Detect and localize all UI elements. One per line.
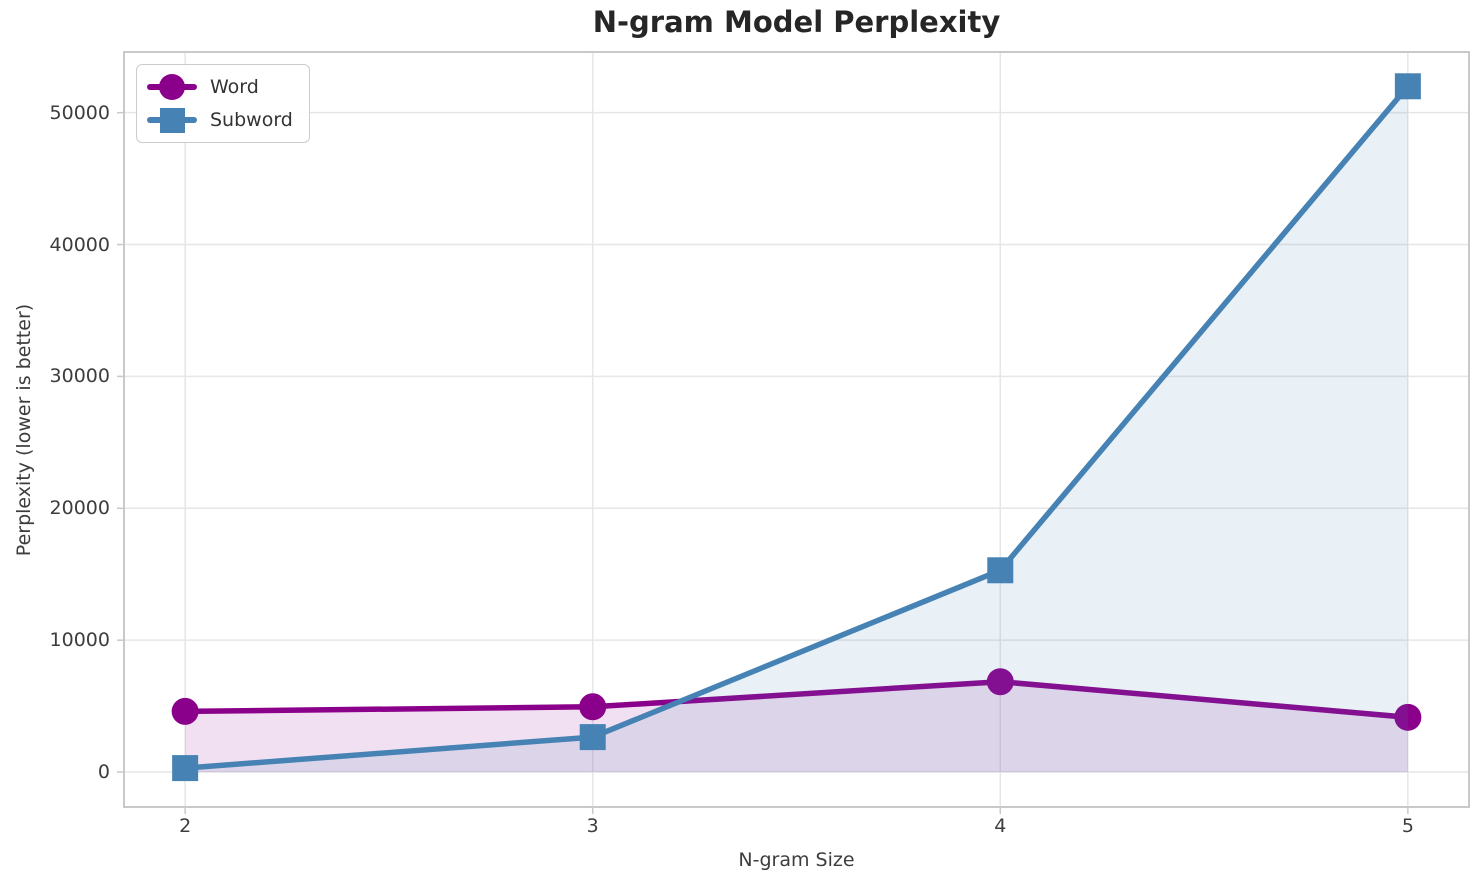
- subword-marker: [579, 724, 606, 751]
- x-tick-label: 3: [586, 815, 599, 837]
- word-line: [182, 678, 1411, 721]
- x-tick-label: 2: [179, 815, 192, 837]
- subword-marker: [1394, 73, 1421, 100]
- y-tick-label: 0: [97, 761, 110, 784]
- chart-title: N-gram Model Perplexity: [592, 5, 1001, 39]
- y-axis-label: Perplexity (lower is better): [13, 303, 35, 557]
- word-marker: [1394, 703, 1422, 731]
- legend-label: Subword: [210, 109, 293, 131]
- word-area: [185, 681, 1408, 773]
- x-tick-label: 4: [994, 815, 1007, 837]
- subword-marker: [172, 755, 199, 782]
- x-tick-label: 5: [1401, 815, 1414, 837]
- y-tick-label: 20000: [49, 497, 110, 520]
- plot-border: [123, 51, 1470, 808]
- subword-area: [185, 86, 1408, 773]
- word-circle-marker-icon: [147, 73, 197, 101]
- subword-marker: [987, 557, 1014, 584]
- word-marker: [579, 693, 607, 721]
- word-marker: [986, 668, 1014, 696]
- legend-item-subword: Subword: [147, 105, 293, 135]
- y-tick-label: 30000: [49, 365, 110, 388]
- word-marker: [171, 697, 199, 725]
- y-tick-label: 50000: [49, 101, 110, 124]
- subword-line: [182, 83, 1411, 771]
- subword-square-marker-icon: [147, 106, 197, 134]
- x-axis-label: N-gram Size: [738, 849, 855, 871]
- legend: Word Subword: [136, 64, 310, 143]
- legend-label: Word: [210, 76, 259, 98]
- y-tick-label: 40000: [49, 233, 110, 256]
- y-tick-label: 10000: [49, 629, 110, 652]
- legend-item-word: Word: [147, 72, 293, 102]
